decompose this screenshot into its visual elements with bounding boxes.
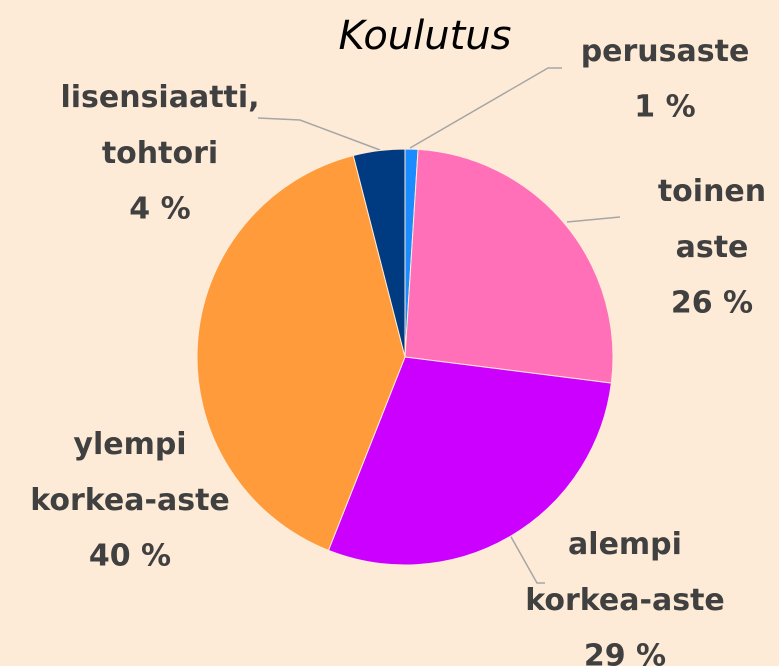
leader-line xyxy=(257,117,381,151)
slice-label: lisensiaatti, tohtori xyxy=(60,80,259,171)
leader-line xyxy=(509,534,545,584)
slices xyxy=(196,148,614,566)
slice-label: ylempi korkea-aste xyxy=(30,427,230,518)
value-label: 29 % xyxy=(584,639,666,666)
pie-slice xyxy=(404,148,614,384)
chart-title: Koulutus xyxy=(339,13,512,59)
pie-slice xyxy=(327,356,612,566)
slice-label: perusaste xyxy=(581,34,750,69)
value-label: 1 % xyxy=(634,90,695,125)
pie-slice xyxy=(196,154,406,552)
slice-label: toinen aste xyxy=(658,174,766,265)
pie-slice xyxy=(352,148,406,358)
value-label: 40 % xyxy=(89,539,171,574)
leader-line xyxy=(566,216,621,223)
slice-label: alempi korkea-aste xyxy=(525,527,725,618)
value-label: 4 % xyxy=(129,192,190,227)
value-label: 26 % xyxy=(671,286,753,321)
leader-line xyxy=(409,67,562,149)
